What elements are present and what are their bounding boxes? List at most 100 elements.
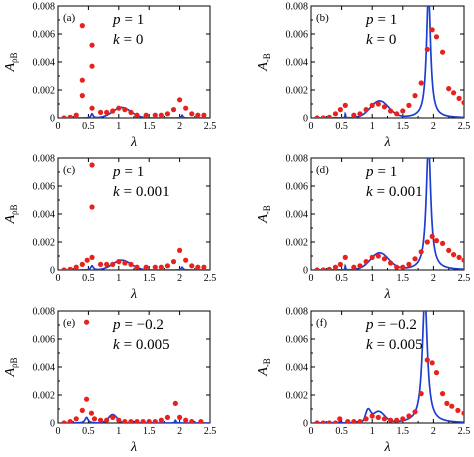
data-point [429,27,435,33]
data-point [73,416,79,422]
data-point [357,419,363,423]
data-point [332,420,339,423]
data-point [337,416,343,422]
param-p: p = −0.2 [112,317,164,333]
data-point [351,264,357,270]
data-point [198,419,204,423]
x-tick-label: 1.5 [143,426,156,437]
data-point [164,414,171,420]
data-point [104,261,110,267]
data-point [164,111,171,117]
data-point [461,257,464,263]
panel-tag: (b) [316,12,329,24]
y-tick-label: 0.008 [33,2,56,13]
data-point [61,115,67,118]
y-axis-label: AρB [3,357,19,377]
data-point [387,260,394,266]
data-point [152,112,158,118]
data-point [363,107,369,113]
x-axis-label: λ [130,287,137,302]
x-tick-label: 1.5 [397,273,410,284]
y-tick-label: 0.002 [33,391,56,402]
y-axis-label: A-B [256,205,272,224]
data-point [412,409,418,415]
y-tick-label: 0.006 [286,30,309,41]
data-point [424,239,430,245]
data-point [170,259,177,265]
y-tick-label: 0 [50,419,55,430]
data-point [375,101,381,107]
y-tick-label: 0.006 [33,182,56,193]
x-tick-label: 1.5 [397,426,410,437]
data-point [320,420,326,423]
data-point [84,257,90,263]
data-point [429,233,435,239]
data-point [400,108,406,114]
data-point [449,403,455,409]
panel-e: 0 0.5 1 1.5 2 2.5 0 0.002 0.004 0.006 0.008 (e) p = −… [3,307,216,456]
data-point [439,391,446,397]
data-point [134,419,140,423]
data-point [406,261,412,267]
data-point [67,419,73,423]
data-point [369,254,375,260]
x-tick-label: 2.5 [204,426,217,437]
data-point [146,419,152,423]
y-tick-label: 0 [50,266,55,277]
y-axis-label: A-B [256,358,272,377]
y-tick-label: 0.002 [286,391,309,402]
x-tick-label: 2.5 [458,426,471,437]
y-tick-label: 0.004 [33,58,56,69]
data-point [418,249,424,255]
param-p: p = 1 [365,164,397,180]
data-point [122,260,128,266]
data-point [61,267,67,270]
param-p: p = 1 [365,12,397,28]
data-point [337,107,343,113]
data-point [369,102,375,108]
data-point [456,95,462,101]
x-axis-label: λ [383,440,390,455]
data-point [89,42,95,48]
data-point [394,111,400,117]
series-line [314,311,464,423]
data-point [183,417,189,423]
x-tick-label: 0 [56,426,61,437]
x-tick-label: 1.5 [143,273,156,284]
data-point [88,410,95,416]
data-point [89,204,95,210]
data-point [342,102,348,108]
x-tick-label: 1 [370,121,375,132]
x-tick-label: 2.5 [204,273,217,284]
x-tick-label: 0.5 [335,426,348,437]
x-tick-label: 2 [431,426,436,437]
data-point [314,420,320,423]
data-point [83,396,90,402]
data-point [195,112,201,118]
data-point [381,104,388,110]
data-point [351,419,357,423]
param-p: p = 1 [112,12,144,28]
y-tick-label: 0.006 [286,335,309,346]
panel-tag: (e) [63,317,76,329]
data-point [433,238,440,244]
data-point [122,419,128,423]
data-point [143,264,149,270]
data-point [418,391,424,397]
x-tick-label: 2 [177,273,182,284]
data-point [446,86,452,92]
data-point [433,34,440,40]
param-p: p = −0.2 [365,317,417,333]
y-tick-label: 0.006 [33,30,56,41]
data-point [183,257,189,263]
y-tick-label: 0.002 [33,238,56,249]
data-point [89,105,95,111]
y-tick-label: 0.004 [286,58,309,69]
data-point [332,264,339,270]
data-point [201,112,207,118]
data-point [164,263,171,269]
data-point [326,420,332,423]
data-point [158,112,164,118]
data-point [116,105,122,111]
